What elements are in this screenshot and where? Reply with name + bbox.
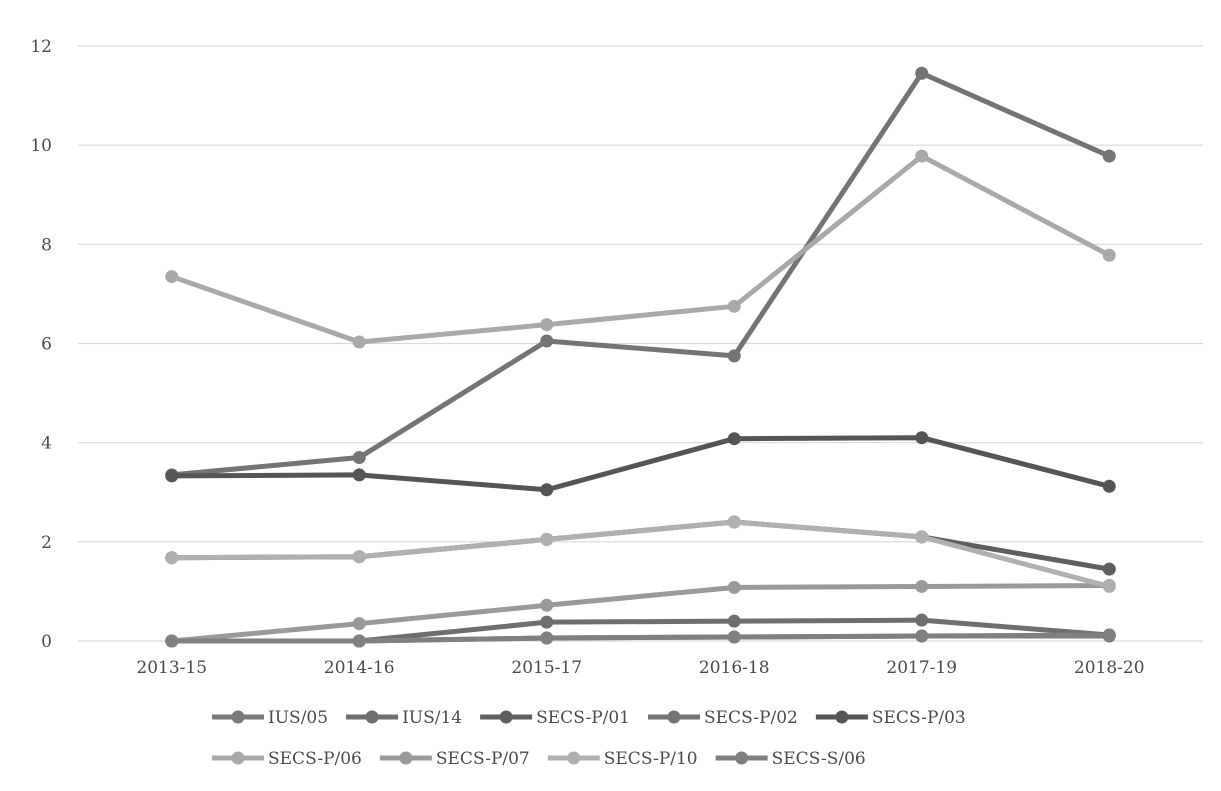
y-tick-label: 2 (41, 533, 52, 553)
data-point (915, 431, 929, 445)
data-point (352, 468, 366, 482)
data-point (540, 598, 554, 612)
legend-item: SECS-P/10 (547, 749, 698, 769)
data-point (727, 515, 741, 529)
series-secs-p-02 (165, 66, 1116, 482)
series-line (169, 435, 1112, 493)
data-point (727, 349, 741, 363)
data-point (165, 551, 179, 565)
data-point (1102, 149, 1116, 163)
data-point (727, 614, 741, 628)
data-point (165, 634, 179, 648)
data-point (352, 335, 366, 349)
y-tick-label: 8 (41, 235, 52, 255)
series-secs-p-03 (165, 431, 1116, 497)
y-tick-label: 4 (41, 434, 52, 454)
legend-swatch-marker (735, 751, 749, 765)
legend-swatch-marker (499, 710, 513, 724)
series-secs-p-01 (165, 515, 1116, 576)
series-secs-s-06 (165, 628, 1116, 648)
legend-label: IUS/05 (268, 708, 328, 728)
x-tick-label: 2015-17 (511, 658, 582, 678)
y-tick-label: 0 (41, 632, 52, 652)
legend-item: SECS-P/03 (815, 708, 966, 728)
data-point (540, 615, 554, 629)
legend-item: SECS-P/06 (212, 749, 362, 769)
x-axis-ticks: 2013-15 2014-16 2015-17 2016-18 2017-19 2018-… (136, 658, 1144, 678)
data-point (352, 550, 366, 564)
legend-label: SECS-P/01 (536, 708, 630, 728)
data-point (1102, 248, 1116, 262)
data-point (540, 532, 554, 546)
x-tick-label: 2014-16 (324, 658, 395, 678)
legend-swatch-marker (231, 710, 245, 724)
series-secs-p-06 (165, 149, 1116, 349)
legend-label: SECS-S/06 (772, 749, 866, 769)
data-point (915, 149, 929, 163)
legend-swatch-marker (231, 751, 245, 765)
legend-swatch-marker (667, 710, 681, 724)
legend-swatch-marker (399, 751, 413, 765)
data-point (540, 483, 554, 497)
data-point (1102, 479, 1116, 493)
data-point (915, 530, 929, 544)
series-line (169, 70, 1112, 478)
data-point (915, 579, 929, 593)
x-tick-label: 2017-19 (886, 658, 957, 678)
data-point (727, 432, 741, 446)
legend: IUS/05 IUS/14 SECS-P/01 SECS-P/02 SECS-P/03 S… (212, 708, 966, 769)
legend-label: SECS-P/06 (268, 749, 362, 769)
gridlines (78, 45, 1203, 642)
y-axis-ticks: 0 2 4 6 8 10 12 (30, 37, 52, 652)
data-point (540, 318, 554, 332)
data-point (165, 270, 179, 284)
series-secs-p-10 (165, 515, 1116, 593)
data-point (540, 334, 554, 348)
y-tick-label: 12 (30, 37, 52, 57)
legend-item: IUS/05 (212, 708, 328, 728)
data-point (915, 613, 929, 627)
y-tick-label: 10 (30, 136, 52, 156)
legend-label: SECS-P/02 (704, 708, 798, 728)
legend-swatch-marker (567, 751, 581, 765)
legend-item: SECS-P/07 (379, 749, 530, 769)
data-point (540, 631, 554, 645)
legend-swatch-marker (835, 710, 849, 724)
data-point (352, 634, 366, 648)
series-line (169, 632, 1112, 644)
series-line (169, 519, 1112, 589)
data-point (915, 66, 929, 80)
x-tick-label: 2018-20 (1074, 658, 1145, 678)
legend-item: SECS-P/01 (480, 708, 630, 728)
series-line (169, 153, 1112, 345)
series-lines (165, 66, 1116, 648)
legend-item: IUS/14 (346, 708, 462, 728)
data-point (352, 451, 366, 465)
series-line (169, 582, 1112, 644)
legend-swatch-marker (365, 710, 379, 724)
y-tick-label: 6 (41, 335, 52, 355)
legend-label: SECS-P/07 (436, 749, 530, 769)
x-tick-label: 2013-15 (136, 658, 207, 678)
data-point (915, 629, 929, 643)
legend-label: SECS-P/10 (604, 749, 698, 769)
data-point (727, 580, 741, 594)
legend-label: IUS/14 (402, 708, 462, 728)
data-point (1102, 562, 1116, 576)
data-point (1102, 579, 1116, 593)
data-point (352, 617, 366, 631)
data-point (727, 630, 741, 644)
data-point (727, 299, 741, 313)
legend-label: SECS-P/03 (872, 708, 966, 728)
legend-item: SECS-P/02 (648, 708, 798, 728)
x-tick-label: 2016-18 (699, 658, 770, 678)
data-point (165, 469, 179, 483)
legend-item: SECS-S/06 (715, 749, 866, 769)
data-point (1102, 628, 1116, 642)
